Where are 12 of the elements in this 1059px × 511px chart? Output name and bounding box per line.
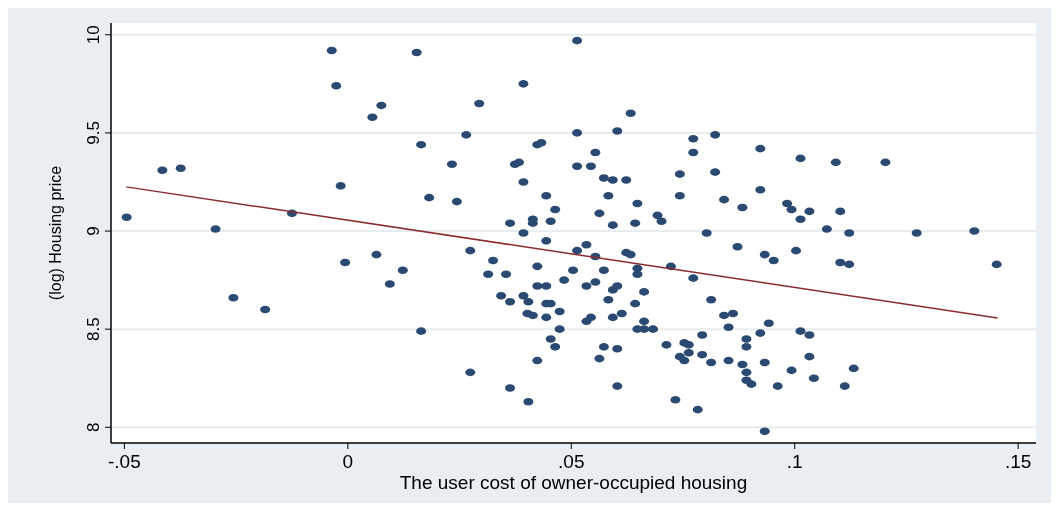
y-tick-label: 9.5 xyxy=(84,121,103,145)
y-tick-label: 8 xyxy=(84,422,103,433)
x-tick-label: .1 xyxy=(786,451,803,472)
y-axis-title: (log) Housing price xyxy=(47,165,64,301)
x-tick-label: .05 xyxy=(558,451,585,472)
y-tick-label: 8.5 xyxy=(84,317,103,341)
y-tick-label: 9 xyxy=(84,226,103,236)
x-tick-label: -.05 xyxy=(108,451,141,472)
x-tick-label: 0 xyxy=(342,451,354,472)
y-tick-label: 10 xyxy=(84,25,103,45)
x-tick-label: .15 xyxy=(1004,451,1032,472)
x-axis-title: The user cost of owner-occupied housing xyxy=(399,472,748,493)
